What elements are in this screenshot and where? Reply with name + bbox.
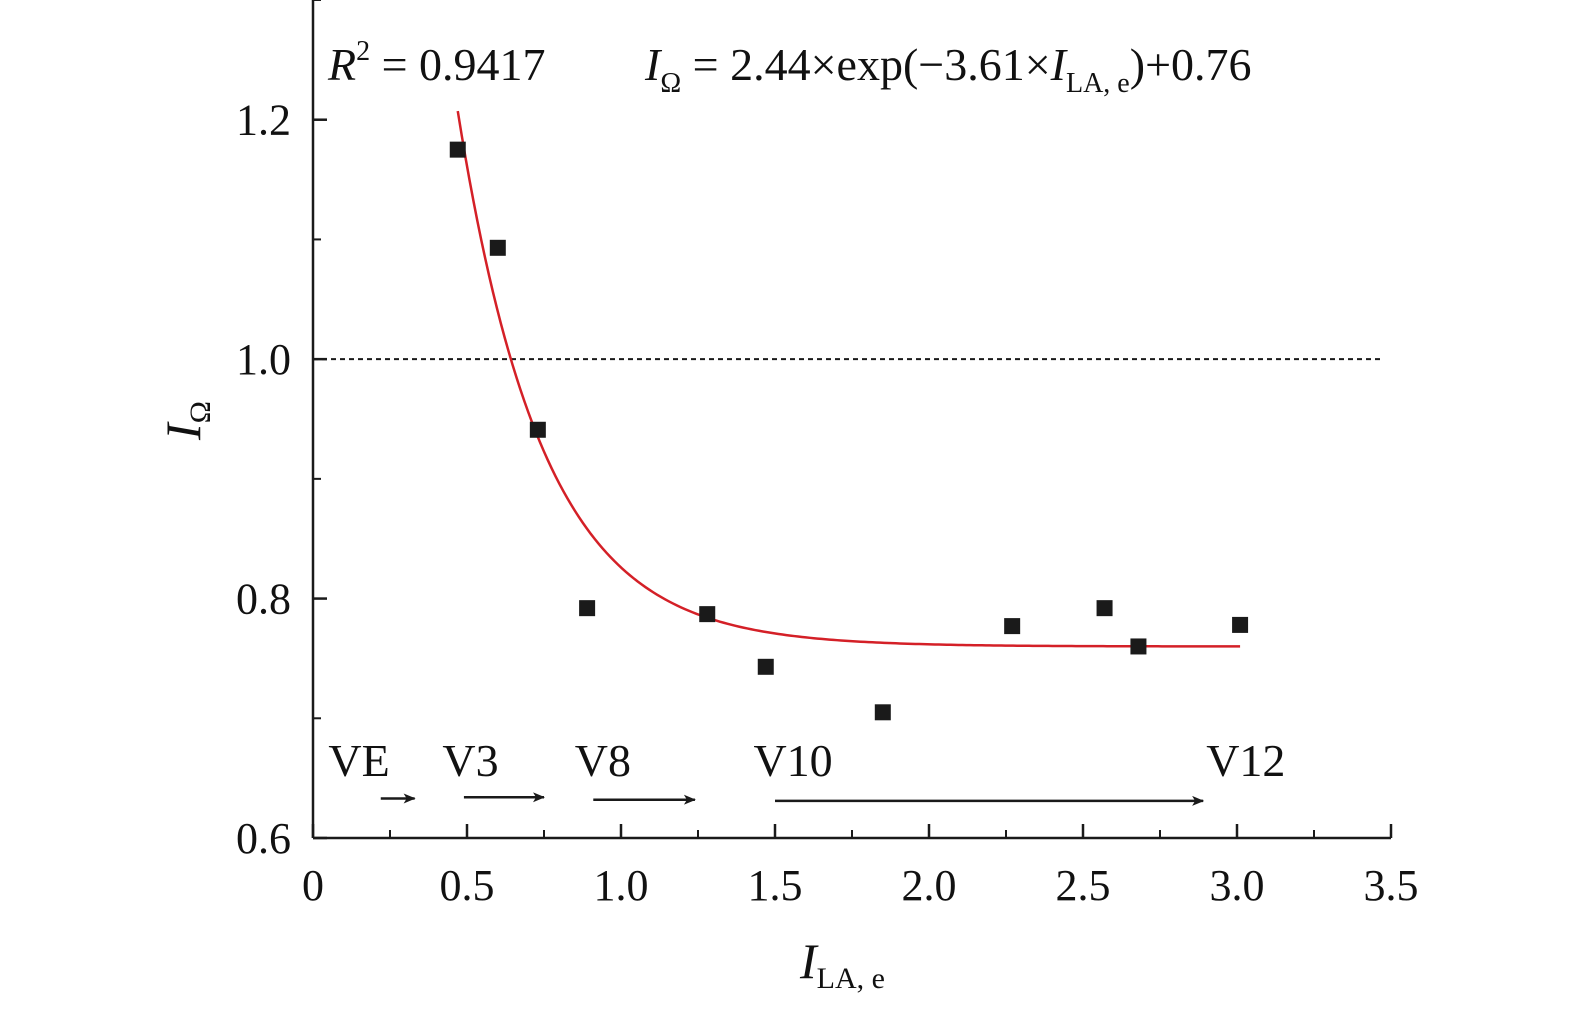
data-point: [1096, 600, 1113, 617]
data-point: [489, 239, 506, 256]
y-axis-title: IΩ: [155, 401, 217, 441]
stage-label: VE: [328, 735, 389, 786]
fit-curve-group: [456, 110, 1241, 648]
data-point: [529, 421, 546, 438]
eq-rhs-var: I: [1050, 39, 1069, 90]
data-point: [1004, 618, 1021, 635]
stage-label: V10: [753, 735, 832, 786]
r-squared-value: = 0.9417: [370, 39, 545, 90]
axis-ticks: 0 0.5 1.0 1.5 2.0 2.5 3.0 3.5 0.6 0.8 1.0 1.2: [236, 0, 1419, 910]
x-tick-label: 1.0: [594, 861, 649, 910]
data-point: [757, 658, 774, 675]
x-tick-label: 3.0: [1210, 861, 1265, 910]
x-axis-title: ILA, e: [799, 933, 885, 995]
y-tick-label: 0.6: [236, 814, 291, 863]
stage-arrows: [380, 792, 1205, 806]
fit-curve: [456, 110, 1241, 648]
x-axis-title-main: I: [799, 933, 819, 989]
y-tick-label: 0.8: [236, 575, 291, 624]
x-tick-label: 0.5: [440, 861, 495, 910]
eq-rhs-b: )+0.76: [1130, 39, 1252, 90]
eq-rhs-a: = 2.44×exp(−3.61×: [681, 39, 1051, 90]
x-axis-title-sub: LA, e: [817, 962, 885, 995]
data-point: [1232, 616, 1249, 633]
stage-labels: VE V3 V8 V10 V12: [328, 735, 1285, 786]
x-tick-label: 2.5: [1056, 861, 1111, 910]
r-exponent: 2: [356, 36, 370, 67]
r-symbol: R: [327, 39, 356, 90]
x-tick-label: 1.5: [748, 861, 803, 910]
eq-lhs-sub: Ω: [660, 68, 681, 99]
data-point: [579, 600, 596, 617]
x-tick-label: 0: [302, 861, 324, 910]
data-point: [1130, 638, 1147, 655]
y-tick-label: 1.2: [236, 96, 291, 145]
data-point: [449, 141, 466, 158]
y-tick-label: 1.0: [236, 335, 291, 384]
x-tick-label: 3.5: [1364, 861, 1419, 910]
stage-label: V12: [1206, 735, 1285, 786]
eq-rhs-var-sub: LA, e: [1066, 68, 1130, 99]
eq-lhs: I: [644, 39, 663, 90]
data-point: [699, 606, 716, 623]
stage-label: V3: [442, 735, 498, 786]
stage-label: V8: [575, 735, 631, 786]
data-point: [874, 704, 891, 721]
y-axis-title-sub: Ω: [184, 401, 217, 423]
fit-equation-annotation: IΩ = 2.44×exp(−3.61×ILA, e)+0.76: [644, 39, 1252, 99]
x-tick-label: 2.0: [902, 861, 957, 910]
r-squared-annotation: R2 = 0.9417: [327, 36, 546, 90]
y-axis-title-main: I: [155, 421, 211, 441]
data-points: [449, 141, 1249, 721]
